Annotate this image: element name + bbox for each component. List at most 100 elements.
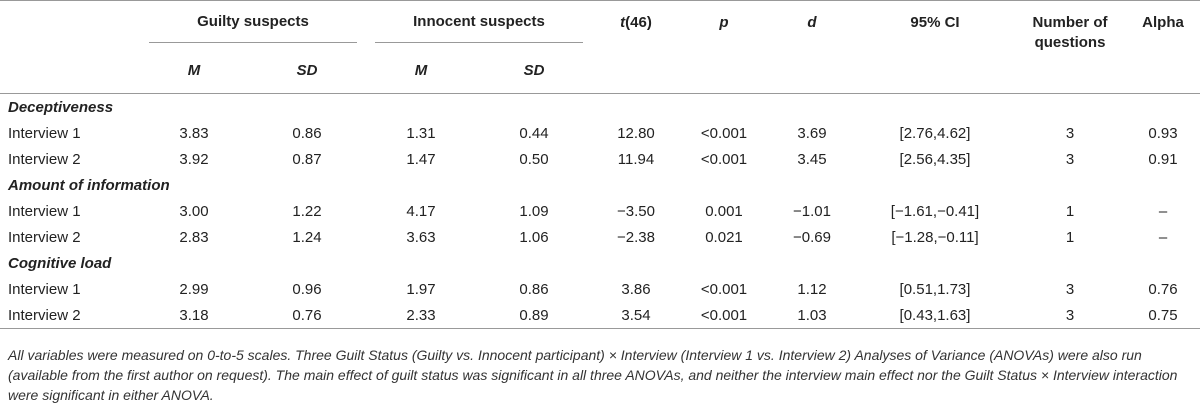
table-row: Interview 1 3.83 0.86 1.31 0.44 12.80 <0… <box>0 120 1200 146</box>
cell-num-questions: 3 <box>1065 280 1075 298</box>
cell-guilty-sd: 0.86 <box>292 124 322 142</box>
cell-t: 12.80 <box>617 124 655 142</box>
cell-alpha: – <box>1158 228 1168 246</box>
header2-ci-empty <box>856 47 1014 94</box>
header-alpha: Alpha <box>1142 14 1184 31</box>
cell-alpha: 0.76 <box>1148 280 1178 298</box>
header-t-symbol: t <box>620 14 626 31</box>
section-title: Amount of information <box>8 176 170 194</box>
header-ci: 95% CI <box>910 14 960 31</box>
cell-num-questions: 3 <box>1065 150 1075 168</box>
header-innocent-sd: SD <box>523 61 545 79</box>
cell-ci: [0.43,1.63] <box>899 306 971 324</box>
header-guilty-m: M <box>187 61 201 79</box>
section-row: Cognitive load <box>0 250 1200 276</box>
cell-ci: [2.56,4.35] <box>899 150 971 168</box>
cell-num-questions: 3 <box>1065 124 1075 142</box>
section-row: Amount of information <box>0 172 1200 198</box>
section-title: Cognitive load <box>8 254 112 272</box>
cell-guilty-sd: 0.87 <box>292 150 322 168</box>
results-table: Guilty suspects Innocent suspects t(46) … <box>0 0 1200 329</box>
section-row: Deceptiveness <box>0 94 1200 121</box>
cell-d: 1.03 <box>797 306 827 324</box>
cell-innocent-m: 2.33 <box>406 306 436 324</box>
cell-alpha: 0.91 <box>1148 150 1178 168</box>
cell-p: <0.001 <box>700 280 748 298</box>
header-guilty-suspects: Guilty suspects <box>140 1 366 48</box>
cell-innocent-m: 1.31 <box>406 124 436 142</box>
cell-ci: [2.76,4.62] <box>899 124 971 142</box>
row-label: Interview 1 <box>8 124 81 142</box>
header-empty <box>0 1 140 48</box>
cell-d: 3.69 <box>797 124 827 142</box>
row-label: Interview 2 <box>8 228 81 246</box>
cell-innocent-sd: 0.89 <box>519 306 549 324</box>
header-innocent-suspects: Innocent suspects <box>366 1 592 48</box>
cell-p: 0.001 <box>705 202 743 220</box>
cell-d: 1.12 <box>797 280 827 298</box>
row-label: Interview 2 <box>8 306 81 324</box>
cell-guilty-sd: 1.22 <box>292 202 322 220</box>
cell-d: −0.69 <box>793 228 831 246</box>
row-label: Interview 1 <box>8 280 81 298</box>
header-row-2: M SD M SD <box>0 47 1200 94</box>
cell-p: 0.021 <box>705 228 743 246</box>
cell-guilty-m: 2.83 <box>179 228 209 246</box>
header-nq-line1: Number of <box>1032 14 1108 31</box>
cell-guilty-m: 3.83 <box>179 124 209 142</box>
cell-guilty-m: 3.00 <box>179 202 209 220</box>
header-number-of-questions: Number of questions <box>1014 1 1126 94</box>
cell-innocent-m: 1.47 <box>406 150 436 168</box>
header-guilty-sd: SD <box>296 61 318 79</box>
cell-p: <0.001 <box>700 150 748 168</box>
cell-guilty-sd: 0.96 <box>292 280 322 298</box>
cell-d: 3.45 <box>797 150 827 168</box>
table-row: Interview 2 3.92 0.87 1.47 0.50 11.94 <0… <box>0 146 1200 172</box>
cell-alpha: – <box>1158 202 1168 220</box>
header-d: d <box>807 14 817 31</box>
cell-t: 3.86 <box>621 280 651 298</box>
cell-innocent-sd: 1.09 <box>519 202 549 220</box>
section-title: Deceptiveness <box>8 98 114 116</box>
header-guilty-label: Guilty suspects <box>197 13 309 30</box>
guilty-group-underline <box>149 30 357 43</box>
cell-ci: [0.51,1.73] <box>899 280 971 298</box>
table-row: Interview 2 2.83 1.24 3.63 1.06 −2.38 0.… <box>0 224 1200 250</box>
cell-t: −2.38 <box>617 228 655 246</box>
cell-t: −3.50 <box>617 202 655 220</box>
header-t: t(46) <box>592 1 680 48</box>
cell-guilty-m: 3.92 <box>179 150 209 168</box>
cell-num-questions: 1 <box>1065 228 1075 246</box>
header2-empty <box>0 47 140 94</box>
cell-innocent-sd: 0.44 <box>519 124 549 142</box>
cell-guilty-m: 2.99 <box>179 280 209 298</box>
cell-p: <0.001 <box>700 306 748 324</box>
header2-t-empty <box>592 47 680 94</box>
header-innocent-label: Innocent suspects <box>413 13 545 30</box>
header-t-df: (46) <box>625 14 652 31</box>
row-label: Interview 1 <box>8 202 81 220</box>
cell-innocent-m: 3.63 <box>406 228 436 246</box>
header-nq-line2: questions <box>1034 34 1106 51</box>
cell-innocent-m: 1.97 <box>406 280 436 298</box>
cell-innocent-sd: 1.06 <box>519 228 549 246</box>
row-label: Interview 2 <box>8 150 81 168</box>
cell-ci: [−1.61,−0.41] <box>890 202 980 220</box>
cell-alpha: 0.75 <box>1148 306 1178 324</box>
cell-alpha: 0.93 <box>1148 124 1178 142</box>
cell-d: −1.01 <box>793 202 831 220</box>
header-row-1: Guilty suspects Innocent suspects t(46) … <box>0 0 1200 51</box>
table-body: Deceptiveness Interview 1 3.83 0.86 1.31… <box>0 94 1200 329</box>
cell-innocent-sd: 0.50 <box>519 150 549 168</box>
header2-p-empty <box>680 47 768 94</box>
header-innocent-m: M <box>414 61 428 79</box>
cell-guilty-sd: 0.76 <box>292 306 322 324</box>
cell-t: 3.54 <box>621 306 651 324</box>
table-row: Interview 1 2.99 0.96 1.97 0.86 3.86 <0.… <box>0 276 1200 302</box>
cell-num-questions: 1 <box>1065 202 1075 220</box>
cell-p: <0.001 <box>700 124 748 142</box>
cell-guilty-sd: 1.24 <box>292 228 322 246</box>
table-footnote: All variables were measured on 0-to-5 sc… <box>8 347 1178 403</box>
cell-innocent-m: 4.17 <box>406 202 436 220</box>
